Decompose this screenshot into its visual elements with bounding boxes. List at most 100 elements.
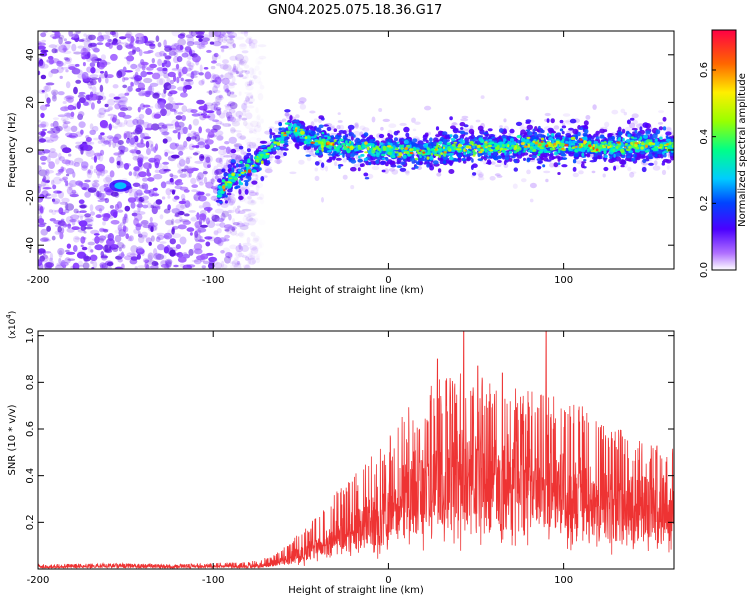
heatmap-noise-speckle — [200, 155, 205, 159]
heatmap-noise-speckle — [56, 60, 62, 65]
heatmap-signal-cell — [375, 159, 380, 165]
heatmap-noise-speckle — [38, 89, 48, 94]
heatmap-noise-speckle — [147, 254, 153, 263]
heatmap-noise-speckle — [89, 86, 93, 90]
heatmap-noise-speckle — [105, 139, 114, 146]
heatmap-noise-speckle — [155, 236, 161, 243]
heatmap-noise-speckle — [140, 36, 145, 44]
heatmap-noise-speckle — [249, 120, 259, 128]
heatmap-noise-speckle — [136, 211, 146, 215]
heatmap-noise-speckle — [163, 232, 173, 240]
heatmap-noise-speckle — [73, 51, 82, 55]
heatmap-noise-speckle — [177, 111, 184, 115]
heatmap-noise-speckle — [99, 84, 104, 93]
heatmap-noise-speckle — [64, 41, 72, 45]
heatmap-noise-speckle — [209, 134, 218, 138]
heatmap-signal-cell — [640, 152, 645, 155]
heatmap-noise-speckle — [38, 123, 47, 128]
heatmap-noise-speckle — [228, 101, 236, 107]
heatmap-noise-speckle — [101, 263, 108, 269]
heatmap-noise-speckle — [135, 172, 139, 180]
heatmap-noise-speckle — [142, 224, 152, 229]
heatmap-signal-cell — [498, 128, 504, 133]
heatmap-noise-speckle — [188, 143, 195, 151]
heatmap-noise-speckle — [87, 241, 96, 246]
heatmap-noise-speckle — [245, 73, 249, 79]
heatmap-noise-speckle — [100, 169, 109, 174]
heatmap-noise-speckle — [67, 223, 72, 229]
heatmap-noise-speckle — [251, 39, 258, 45]
heatmap-noise-speckle — [126, 139, 131, 144]
heatmap-noise-speckle — [89, 91, 94, 98]
heatmap-ridge-halo — [230, 200, 234, 206]
heatmap-signal-cell — [572, 159, 577, 164]
heatmap-signal-cell — [392, 142, 396, 146]
heatmap-noise-speckle — [80, 47, 89, 56]
heatmap-ridge-halo — [572, 172, 579, 178]
heatmap-noise-speckle — [245, 97, 250, 102]
heatmap-noise-speckle — [187, 166, 197, 170]
heatmap-signal-cell — [261, 140, 268, 144]
heatmap-noise-speckle — [190, 130, 197, 134]
heatmap-signal-cell — [275, 146, 280, 150]
heatmap-noise-speckle — [216, 33, 222, 39]
heatmap-noise-speckle — [230, 196, 236, 204]
heatmap-noise-speckle — [255, 184, 260, 192]
heatmap-noise-speckle — [188, 31, 193, 35]
heatmap-signal-cell — [381, 153, 386, 157]
heatmap-noise-speckle — [234, 263, 241, 267]
heatmap-signal-cell — [648, 162, 654, 166]
heatmap-signal-cell — [230, 159, 236, 163]
heatmap-noise-speckle — [78, 91, 86, 95]
heatmap-noise-speckle — [223, 109, 229, 115]
heatmap-noise-speckle — [230, 129, 237, 132]
heatmap-noise-speckle — [177, 131, 181, 140]
heatmap-noise-speckle — [193, 132, 200, 137]
heatmap-noise-speckle — [70, 214, 80, 220]
heatmap-signal-cell — [323, 124, 329, 127]
heatmap-noise-speckle — [169, 238, 176, 245]
heatmap-signal-cell — [621, 155, 626, 159]
heatmap-noise-speckle — [221, 210, 229, 218]
heatmap-noise-speckle — [138, 113, 145, 120]
heatmap-noise-speckle — [124, 119, 128, 125]
heatmap-signal-cell — [364, 177, 370, 180]
heatmap-noise-speckle — [248, 38, 252, 47]
heatmap-noise-speckle — [213, 89, 221, 94]
heatmap-noise-speckle — [56, 60, 64, 67]
heatmap-noise-speckle — [78, 121, 86, 128]
heatmap-signal-cell — [258, 151, 264, 155]
heatmap-signal-cell — [384, 152, 388, 155]
heatmap-noise-speckle — [248, 41, 256, 50]
heatmap-noise-speckle — [122, 218, 127, 225]
heatmap-signal-cell — [429, 165, 435, 171]
heatmap-noise-speckle — [91, 182, 100, 188]
heatmap-noise-speckle — [222, 247, 231, 254]
heatmap-signal-cell — [338, 153, 343, 156]
heatmap-noise-speckle — [228, 195, 232, 204]
heatmap-noise-speckle — [72, 103, 78, 108]
heatmap-noise-speckle — [78, 264, 85, 268]
heatmap-signal-cell — [315, 149, 320, 154]
heatmap-noise-speckle — [107, 113, 115, 117]
heatmap-signal-cell — [218, 201, 223, 204]
heatmap-noise-speckle — [245, 38, 254, 44]
heatmap-noise-speckle — [71, 160, 76, 167]
heatmap-noise-speckle — [188, 172, 192, 178]
heatmap-noise-speckle — [96, 99, 102, 104]
heatmap-noise-speckle — [111, 31, 116, 37]
heatmap-noise-speckle — [171, 228, 175, 235]
heatmap-signal-cell — [557, 172, 561, 175]
heatmap-signal-cell — [351, 141, 354, 146]
heatmap-noise-speckle — [249, 130, 254, 134]
heatmap-noise-speckle — [198, 38, 203, 42]
heatmap-noise-speckle — [249, 251, 253, 258]
heatmap-signal-cell — [583, 159, 587, 162]
heatmap-noise-speckle — [226, 231, 233, 234]
heatmap-ridge-halo — [631, 113, 639, 119]
heatmap-signal-cell — [269, 134, 273, 139]
heatmap-noise-speckle — [110, 53, 118, 61]
heatmap-noise-speckle — [48, 209, 54, 213]
heatmap-noise-speckle — [185, 156, 193, 159]
heatmap-noise-speckle — [251, 199, 255, 204]
